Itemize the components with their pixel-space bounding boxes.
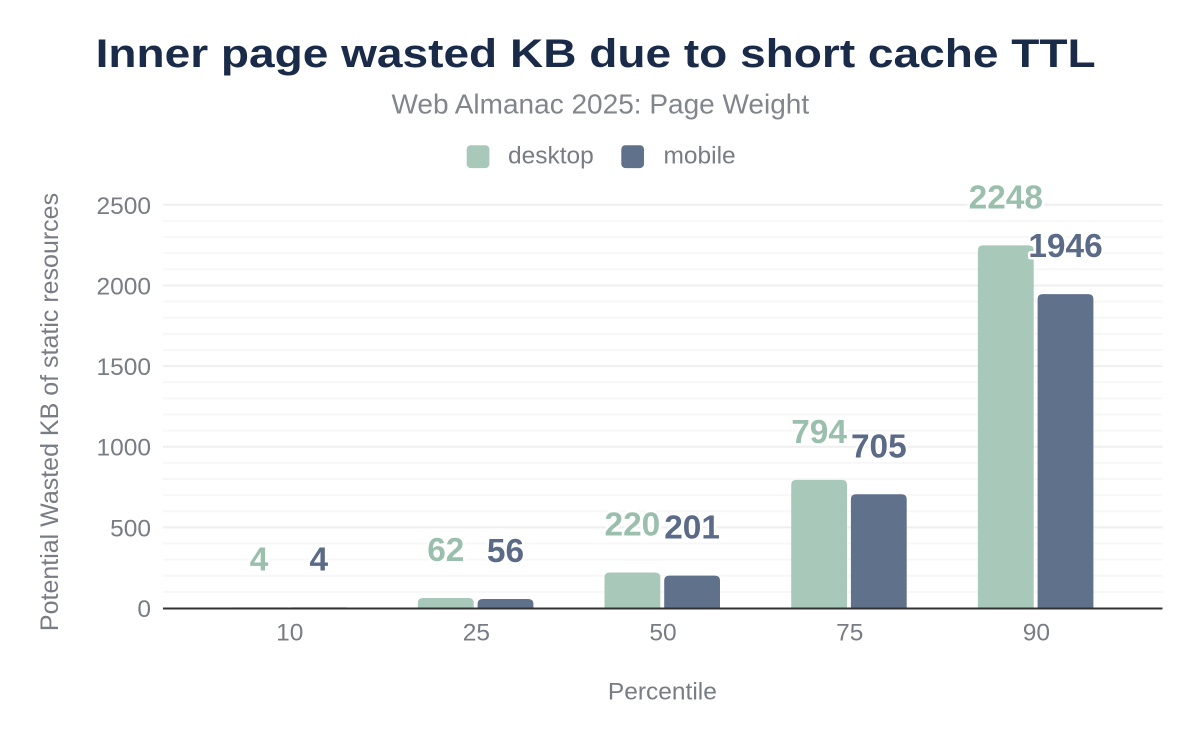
- svg-text:10: 10: [276, 619, 303, 646]
- svg-text:705: 705: [851, 428, 907, 465]
- svg-text:25: 25: [463, 619, 490, 646]
- svg-text:mobile: mobile: [664, 143, 736, 170]
- svg-text:desktop: desktop: [508, 143, 594, 170]
- svg-text:1946: 1946: [1028, 228, 1102, 265]
- svg-text:794: 794: [791, 414, 847, 451]
- svg-text:62: 62: [427, 532, 464, 569]
- svg-text:500: 500: [110, 515, 151, 542]
- svg-text:1000: 1000: [96, 435, 151, 462]
- svg-text:56: 56: [487, 533, 524, 570]
- svg-text:Web Almanac 2025: Page Weight: Web Almanac 2025: Page Weight: [391, 89, 809, 120]
- svg-text:2500: 2500: [96, 193, 151, 220]
- svg-text:2000: 2000: [96, 273, 151, 300]
- svg-text:201: 201: [664, 510, 720, 547]
- svg-text:90: 90: [1023, 619, 1050, 646]
- svg-text:220: 220: [605, 507, 661, 544]
- svg-text:Potential Wasted KB of static: Potential Wasted KB of static resources: [36, 193, 64, 631]
- svg-text:1500: 1500: [96, 354, 151, 381]
- svg-text:4: 4: [250, 541, 269, 578]
- svg-text:50: 50: [649, 619, 676, 646]
- svg-text:Percentile: Percentile: [608, 679, 717, 706]
- svg-text:2248: 2248: [969, 179, 1043, 216]
- svg-text:75: 75: [836, 619, 863, 646]
- svg-text:0: 0: [137, 596, 151, 623]
- svg-text:Inner page wasted KB due to sh: Inner page wasted KB due to short cache …: [96, 32, 1096, 76]
- svg-text:4: 4: [310, 541, 329, 578]
